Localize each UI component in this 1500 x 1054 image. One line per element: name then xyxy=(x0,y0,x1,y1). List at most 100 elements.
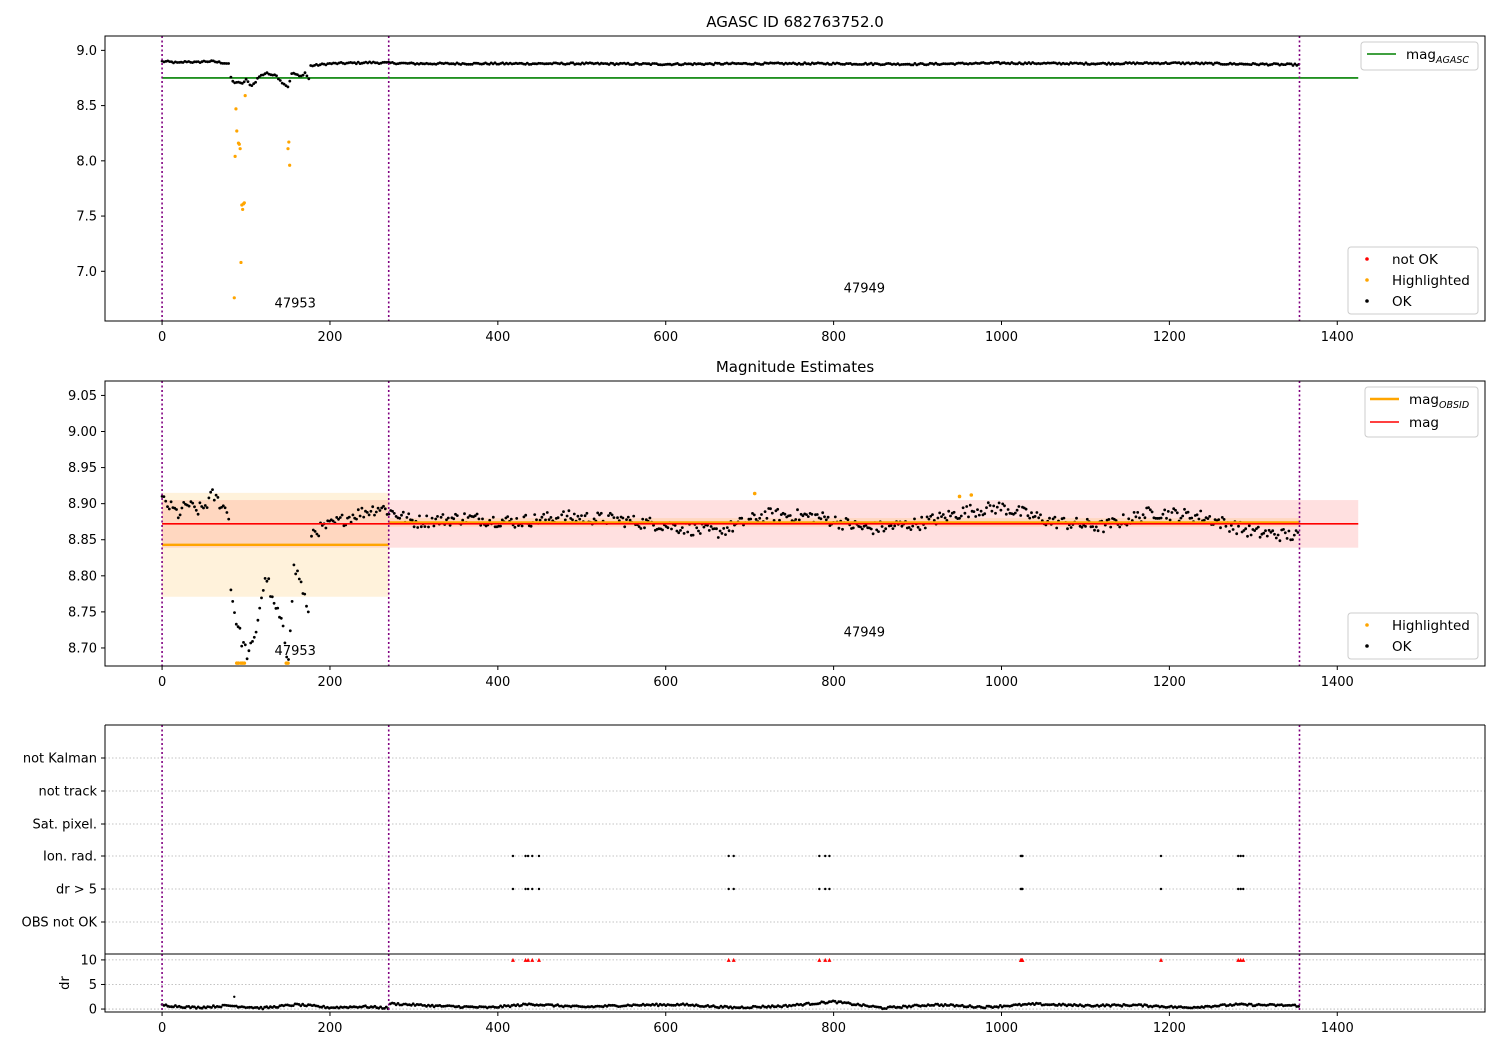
flag-points-4 xyxy=(511,887,1245,891)
ok-point xyxy=(369,509,373,513)
ok-point xyxy=(499,524,502,528)
ok-point xyxy=(859,525,862,529)
ok-point xyxy=(338,516,342,519)
flag-point xyxy=(1159,854,1163,858)
ok-point xyxy=(405,516,409,519)
ok-point xyxy=(1294,529,1298,532)
ok-point xyxy=(231,600,235,603)
ok-point xyxy=(500,518,504,522)
ok-point xyxy=(303,592,307,596)
ok-point xyxy=(210,1006,213,1009)
ok-point xyxy=(715,527,718,531)
flag-category-label: Sat. pixel. xyxy=(33,818,97,833)
ok-point xyxy=(1247,524,1251,528)
ok-point xyxy=(1258,535,1262,539)
ok-point xyxy=(313,530,317,533)
ok-point xyxy=(697,529,700,533)
ok-point xyxy=(378,509,382,512)
legend-marker-label: OK xyxy=(1392,639,1413,655)
ok-point xyxy=(290,600,294,603)
dr-xtick-label: 0 xyxy=(158,1021,166,1036)
dr-clipped-marker xyxy=(536,957,541,962)
ok-point xyxy=(1102,530,1105,534)
ok-point xyxy=(913,517,916,521)
ok-point xyxy=(416,526,420,529)
ok-point xyxy=(913,62,917,65)
ok-point xyxy=(544,518,547,522)
highlighted-point xyxy=(239,260,243,265)
ok-point xyxy=(769,1005,772,1009)
ok-point xyxy=(977,513,981,517)
ok-point xyxy=(283,641,287,645)
dr-clipped-marker xyxy=(523,957,528,962)
ok-point xyxy=(1269,530,1273,534)
ok-point xyxy=(999,508,1003,512)
top-xtick-label: 600 xyxy=(653,330,678,345)
ok-point xyxy=(1138,516,1141,520)
ok-point xyxy=(945,519,949,522)
ok-point xyxy=(1264,529,1267,533)
ok-point xyxy=(1141,513,1145,517)
ok-point xyxy=(461,518,465,522)
flag-point xyxy=(524,854,527,858)
ok-point xyxy=(925,515,929,519)
ok-point xyxy=(821,511,825,515)
dr-clipped-marker xyxy=(1020,957,1025,962)
ok-point xyxy=(391,509,394,513)
ok-point xyxy=(303,71,307,75)
ok-point xyxy=(278,79,282,82)
ok-point xyxy=(1084,525,1087,528)
mid-xtick-label: 800 xyxy=(821,675,846,690)
ok-point xyxy=(277,77,280,81)
ok-point xyxy=(869,527,873,531)
ok-point xyxy=(1172,507,1176,511)
dr-ok-points xyxy=(160,999,1300,1011)
flag-point xyxy=(824,854,827,858)
ok-point xyxy=(227,517,231,521)
ok-point xyxy=(307,77,311,81)
ok-point xyxy=(625,518,628,521)
ok-point xyxy=(985,506,988,510)
ok-point xyxy=(952,510,956,514)
ok-point xyxy=(324,526,328,530)
ok-point xyxy=(265,579,269,583)
ok-point xyxy=(234,622,238,626)
ok-point xyxy=(398,516,402,520)
ok-point xyxy=(761,62,765,66)
mid-obsid-label-1: 47949 xyxy=(844,625,885,640)
ok-point xyxy=(727,529,731,533)
ok-point xyxy=(466,516,470,519)
ok-point xyxy=(661,528,664,532)
ok-point xyxy=(889,524,893,527)
flag-point xyxy=(537,854,541,858)
ok-point xyxy=(1202,518,1206,522)
ok-point xyxy=(1080,525,1084,529)
top-obsid-label-0: 47953 xyxy=(275,297,316,312)
flag-category-label: not track xyxy=(38,785,97,800)
ok-point xyxy=(240,82,244,85)
ok-point xyxy=(958,516,961,520)
ok-point xyxy=(1093,528,1096,532)
ok-point xyxy=(244,77,248,81)
ok-point xyxy=(212,1004,215,1008)
ok-point xyxy=(520,1004,523,1007)
ok-point xyxy=(725,526,729,529)
ok-point xyxy=(310,534,313,538)
ok-point xyxy=(267,577,271,581)
flag-point xyxy=(526,887,530,891)
ok-point xyxy=(281,624,285,628)
ok-point xyxy=(702,525,706,529)
ok-point xyxy=(270,595,274,599)
ok-point xyxy=(182,501,186,504)
ok-point xyxy=(1166,510,1170,513)
ok-point xyxy=(810,512,814,516)
flag-point xyxy=(1021,887,1024,891)
ok-point xyxy=(599,511,603,515)
ok-point xyxy=(1199,509,1203,513)
ok-point xyxy=(968,503,972,507)
highlighted-point xyxy=(242,661,247,665)
ok-point xyxy=(947,509,951,513)
ok-point xyxy=(1246,534,1249,538)
ok-point xyxy=(1091,525,1095,528)
ok-point xyxy=(272,601,276,605)
